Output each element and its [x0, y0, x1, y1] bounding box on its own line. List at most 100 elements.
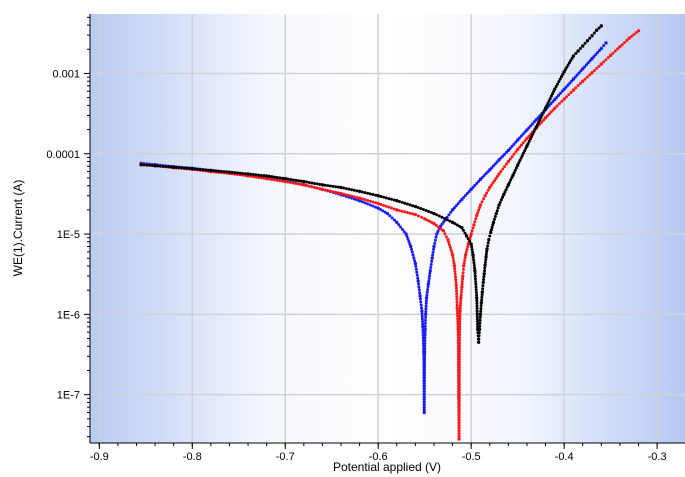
- data-point-interp: [410, 250, 414, 254]
- data-point-interp: [527, 134, 531, 138]
- data-point-interp: [496, 206, 500, 210]
- data-point-interp: [427, 210, 431, 214]
- data-point-interp: [235, 171, 239, 175]
- data-point: [553, 97, 557, 102]
- data-point-interp: [425, 218, 429, 222]
- data-point: [494, 211, 498, 216]
- data-point-interp: [444, 235, 448, 239]
- data-point-interp: [597, 26, 601, 30]
- data-point-interp: [355, 195, 359, 199]
- data-point-interp: [457, 360, 461, 364]
- data-point-interp: [529, 124, 533, 128]
- data-point-interp: [475, 293, 479, 297]
- data-point-interp: [457, 399, 461, 403]
- data-point-interp: [457, 366, 461, 370]
- data-point-interp: [457, 382, 461, 386]
- data-point-interp: [400, 227, 404, 231]
- data-point-interp: [458, 333, 462, 337]
- data-point: [446, 238, 450, 242]
- data-point-interp: [588, 59, 592, 63]
- data-point-interp: [291, 181, 295, 185]
- data-point-interp: [454, 278, 458, 282]
- data-point: [430, 256, 434, 260]
- data-point-interp: [259, 176, 263, 180]
- data-point-interp: [540, 120, 544, 124]
- data-point-interp: [405, 202, 409, 206]
- data-point-interp: [521, 132, 525, 136]
- data-point-interp: [219, 169, 223, 173]
- data-point-interp: [423, 339, 427, 343]
- data-point-interp: [541, 111, 545, 115]
- data-point-interp: [423, 374, 427, 378]
- data-point-interp: [588, 73, 592, 77]
- data-point-interp: [564, 85, 568, 89]
- data-point-interp: [392, 218, 396, 222]
- data-point-interp: [434, 223, 438, 227]
- data-point-interp: [169, 165, 173, 169]
- data-point: [506, 148, 511, 153]
- data-point: [590, 34, 594, 38]
- data-point-interp: [632, 32, 636, 36]
- data-point-interp: [473, 274, 477, 278]
- x-tick-label: -0.7: [276, 451, 295, 463]
- data-point-interp: [427, 219, 431, 223]
- data-point-interp: [342, 192, 346, 196]
- data-point-interp: [384, 196, 388, 200]
- data-point-interp: [443, 217, 447, 221]
- data-point-interp: [254, 173, 258, 177]
- data-point-interp: [454, 275, 457, 279]
- data-point-interp: [576, 84, 580, 88]
- data-point-interp: [531, 132, 535, 136]
- data-point-interp: [180, 166, 184, 170]
- data-point-interp: [423, 368, 427, 372]
- data-point-interp: [174, 165, 178, 169]
- data-point-interp: [503, 152, 507, 156]
- data-point-interp: [402, 230, 406, 234]
- data-point-interp: [384, 204, 388, 208]
- data-point-interp: [458, 336, 462, 340]
- data-point: [395, 220, 399, 225]
- data-point: [489, 230, 493, 235]
- data-point-interp: [429, 211, 433, 215]
- data-point-interp: [468, 239, 472, 243]
- data-point: [562, 87, 566, 91]
- data-point-interp: [281, 176, 285, 180]
- grid-lines: [90, 14, 685, 443]
- data-point: [491, 220, 496, 225]
- data-point: [459, 296, 463, 300]
- data-point-interp: [164, 165, 168, 169]
- data-point: [190, 167, 194, 171]
- data-point-interp: [212, 169, 216, 173]
- data-point-interp: [480, 295, 484, 299]
- data-point-interp: [350, 188, 354, 192]
- data-point: [424, 296, 429, 300]
- data-point-interp: [315, 186, 319, 190]
- data-point-interp: [462, 261, 466, 265]
- data-point-interp: [521, 151, 525, 155]
- data-point-interp: [559, 75, 563, 79]
- data-point-interp: [420, 312, 424, 316]
- data-point-interp: [423, 366, 427, 370]
- data-point: [302, 183, 306, 187]
- data-point-interp: [437, 225, 441, 229]
- data-points: [139, 24, 641, 441]
- data-point-interp: [366, 191, 370, 195]
- data-point-interp: [307, 181, 311, 185]
- x-axis-label: Potential applied (V): [333, 460, 441, 474]
- data-point-interp: [291, 178, 295, 182]
- data-point-interp: [501, 154, 505, 158]
- data-point-interp: [498, 200, 502, 204]
- data-point-interp: [455, 297, 459, 301]
- data-point-interp: [233, 171, 237, 175]
- data-point-interp: [397, 223, 401, 227]
- data-point-interp: [403, 210, 407, 214]
- data-point-interp: [448, 219, 452, 223]
- data-point-interp: [440, 215, 444, 219]
- data-point-interp: [555, 95, 559, 99]
- data-point-interp: [508, 157, 512, 161]
- data-point-interp: [299, 179, 303, 183]
- data-point: [590, 56, 594, 61]
- data-point: [576, 49, 580, 53]
- data-point-interp: [423, 353, 427, 357]
- data-point-interp: [323, 183, 327, 187]
